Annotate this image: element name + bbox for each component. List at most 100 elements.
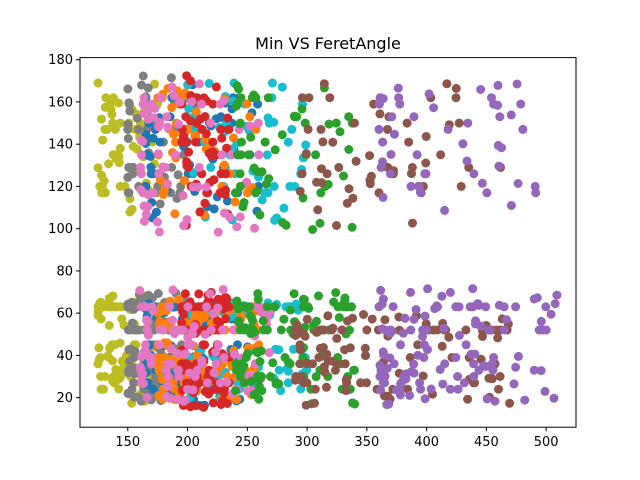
data-point [277, 130, 287, 140]
data-point [195, 114, 205, 124]
data-point [378, 294, 388, 304]
data-point [180, 289, 190, 299]
data-point [323, 356, 333, 366]
data-point [409, 368, 419, 378]
data-point [117, 314, 127, 324]
data-point [191, 137, 201, 147]
data-point [209, 368, 219, 378]
data-point [104, 159, 114, 169]
data-point [376, 285, 386, 295]
data-point [111, 154, 121, 164]
data-point [174, 119, 184, 129]
data-point [297, 93, 307, 103]
data-point [163, 122, 173, 132]
data-point [412, 150, 422, 160]
data-point [454, 330, 464, 340]
data-point [163, 179, 172, 189]
data-point [196, 99, 206, 109]
data-point [209, 175, 219, 185]
data-point [420, 394, 430, 404]
data-point [139, 347, 149, 357]
data-point [505, 398, 515, 408]
data-point [424, 89, 434, 99]
data-point [269, 181, 279, 191]
data-point [468, 302, 478, 312]
data-point [481, 302, 491, 312]
data-point [509, 379, 519, 389]
data-point [409, 112, 419, 122]
data-point [468, 284, 478, 294]
data-point [329, 297, 339, 307]
data-point [183, 384, 192, 394]
data-point [276, 325, 286, 335]
data-point [418, 332, 427, 341]
data-point [308, 225, 318, 234]
data-point [177, 302, 187, 312]
data-point [97, 114, 106, 124]
data-point [506, 201, 516, 210]
data-point [194, 162, 204, 172]
data-point [335, 127, 345, 137]
data-point [319, 325, 329, 335]
data-point [155, 199, 165, 209]
data-point [123, 134, 133, 143]
data-point [315, 343, 325, 353]
data-point [337, 325, 347, 335]
data-point [437, 291, 447, 301]
data-point [170, 329, 179, 339]
data-point [365, 175, 375, 185]
data-point [254, 394, 264, 404]
data-point [458, 139, 468, 149]
y-tick-label: 100 [48, 222, 73, 237]
data-point [221, 314, 231, 324]
data-point [413, 350, 423, 360]
data-point [224, 124, 234, 134]
data-point [167, 82, 177, 92]
data-point [470, 349, 480, 359]
data-point [285, 305, 295, 315]
data-point [206, 162, 216, 172]
y-tick-label: 40 [56, 349, 73, 364]
data-point [213, 340, 223, 350]
data-point [177, 318, 187, 328]
data-point [239, 325, 249, 335]
data-point [398, 328, 408, 338]
data-point [400, 313, 410, 323]
data-point [102, 124, 112, 134]
data-point [499, 325, 509, 335]
data-point [154, 169, 164, 179]
data-point [245, 112, 255, 122]
data-point [153, 289, 163, 298]
data-point [459, 378, 469, 388]
data-point [200, 386, 210, 396]
data-point [295, 186, 305, 196]
data-point [167, 162, 177, 172]
data-point [128, 318, 137, 328]
data-point [469, 378, 479, 388]
data-point [442, 79, 452, 89]
data-point [536, 316, 546, 326]
data-point [534, 325, 544, 335]
data-point [511, 302, 521, 312]
data-point [454, 118, 464, 128]
data-point [378, 192, 388, 202]
data-point [395, 99, 405, 109]
data-point [420, 311, 430, 321]
data-point [388, 302, 398, 312]
data-point [310, 384, 320, 394]
data-point [206, 118, 216, 128]
data-point [198, 340, 208, 350]
data-point [311, 372, 321, 382]
data-point [195, 207, 205, 217]
data-point [260, 137, 270, 147]
data-point [111, 365, 121, 374]
data-point [362, 325, 372, 335]
data-point [393, 83, 403, 93]
data-point [349, 365, 359, 375]
data-point [173, 349, 183, 359]
data-point [235, 118, 245, 128]
data-point [195, 79, 204, 89]
data-point [208, 99, 218, 109]
data-point [340, 293, 350, 303]
data-point [482, 394, 492, 404]
